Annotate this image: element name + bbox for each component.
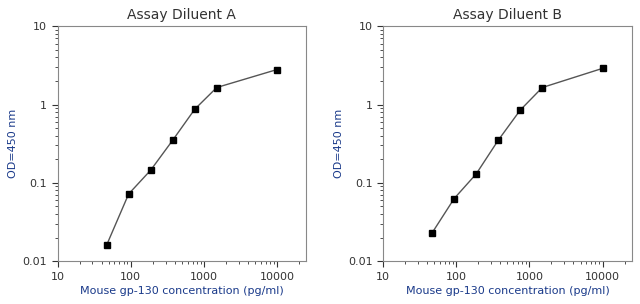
Y-axis label: OD=450 nm: OD=450 nm: [8, 109, 19, 178]
X-axis label: Mouse gp-130 concentration (pg/ml): Mouse gp-130 concentration (pg/ml): [406, 286, 609, 296]
Title: Assay Diluent A: Assay Diluent A: [127, 8, 236, 22]
Title: Assay Diluent B: Assay Diluent B: [453, 8, 562, 22]
X-axis label: Mouse gp-130 concentration (pg/ml): Mouse gp-130 concentration (pg/ml): [80, 286, 284, 296]
Y-axis label: OD=450 nm: OD=450 nm: [334, 109, 344, 178]
